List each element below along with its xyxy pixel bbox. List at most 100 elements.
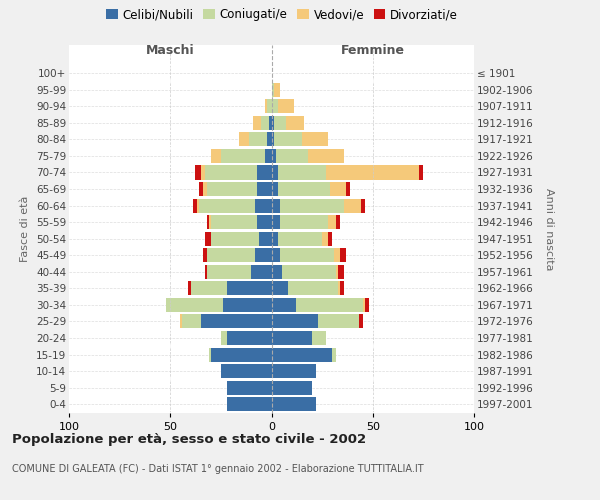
- Bar: [249, 132, 268, 146]
- Bar: [211, 348, 271, 362]
- Bar: [361, 198, 365, 212]
- Bar: [206, 215, 209, 229]
- Bar: [209, 348, 211, 362]
- Bar: [211, 215, 257, 229]
- Bar: [278, 182, 330, 196]
- Bar: [256, 248, 271, 262]
- Bar: [182, 314, 200, 328]
- Bar: [251, 265, 271, 279]
- Bar: [265, 99, 268, 114]
- Bar: [193, 198, 197, 212]
- Bar: [271, 232, 278, 245]
- Bar: [256, 198, 271, 212]
- Bar: [271, 364, 316, 378]
- Bar: [223, 298, 271, 312]
- Bar: [268, 99, 271, 114]
- Bar: [271, 348, 332, 362]
- Bar: [253, 116, 262, 130]
- Bar: [194, 166, 200, 179]
- Bar: [257, 166, 271, 179]
- Bar: [166, 298, 223, 312]
- Bar: [271, 397, 316, 411]
- Bar: [274, 82, 280, 96]
- Bar: [203, 182, 206, 196]
- Bar: [288, 282, 338, 296]
- Bar: [262, 116, 269, 130]
- Text: Femmine: Femmine: [341, 44, 405, 58]
- Bar: [274, 116, 286, 130]
- Bar: [296, 298, 362, 312]
- Bar: [205, 232, 211, 245]
- Y-axis label: Anni di nascita: Anni di nascita: [544, 188, 554, 270]
- Bar: [280, 215, 328, 229]
- Bar: [271, 149, 275, 163]
- Bar: [271, 265, 281, 279]
- Bar: [281, 265, 337, 279]
- Bar: [227, 282, 271, 296]
- Bar: [221, 364, 271, 378]
- Legend: Celibi/Nubili, Coniugati/e, Vedovi/e, Divorziati/e: Celibi/Nubili, Coniugati/e, Vedovi/e, Di…: [101, 4, 463, 26]
- Bar: [278, 99, 294, 114]
- Bar: [206, 182, 257, 196]
- Bar: [271, 99, 278, 114]
- Bar: [227, 380, 271, 394]
- Bar: [200, 166, 205, 179]
- Bar: [278, 166, 326, 179]
- Bar: [280, 248, 334, 262]
- Bar: [338, 265, 344, 279]
- Bar: [271, 282, 288, 296]
- Bar: [346, 182, 350, 196]
- Text: Popolazione per età, sesso e stato civile - 2002: Popolazione per età, sesso e stato civil…: [12, 432, 366, 446]
- Bar: [206, 248, 256, 262]
- Bar: [271, 166, 278, 179]
- Bar: [206, 265, 251, 279]
- Bar: [227, 331, 271, 345]
- Bar: [340, 248, 346, 262]
- Bar: [271, 331, 312, 345]
- Bar: [365, 298, 368, 312]
- Y-axis label: Fasce di età: Fasce di età: [20, 196, 31, 262]
- Bar: [211, 232, 259, 245]
- Bar: [271, 380, 312, 394]
- Bar: [227, 397, 271, 411]
- Bar: [271, 248, 280, 262]
- Bar: [340, 282, 344, 296]
- Bar: [269, 116, 271, 130]
- Bar: [326, 166, 419, 179]
- Text: Maschi: Maschi: [146, 44, 194, 58]
- Bar: [332, 348, 337, 362]
- Bar: [328, 215, 337, 229]
- Bar: [205, 166, 257, 179]
- Bar: [239, 132, 249, 146]
- Bar: [302, 132, 328, 146]
- Bar: [265, 149, 271, 163]
- Bar: [205, 265, 206, 279]
- Bar: [275, 149, 308, 163]
- Bar: [181, 314, 182, 328]
- Bar: [200, 314, 271, 328]
- Bar: [274, 132, 302, 146]
- Bar: [257, 215, 271, 229]
- Bar: [271, 82, 274, 96]
- Bar: [271, 116, 274, 130]
- Text: COMUNE DI GALEATA (FC) - Dati ISTAT 1° gennaio 2002 - Elaborazione TUTTITALIA.IT: COMUNE DI GALEATA (FC) - Dati ISTAT 1° g…: [12, 464, 424, 474]
- Bar: [359, 314, 362, 328]
- Bar: [221, 149, 265, 163]
- Bar: [337, 215, 340, 229]
- Bar: [257, 182, 271, 196]
- Bar: [330, 182, 346, 196]
- Bar: [199, 198, 256, 212]
- Bar: [286, 116, 304, 130]
- Bar: [203, 248, 206, 262]
- Bar: [322, 232, 328, 245]
- Bar: [188, 282, 191, 296]
- Bar: [271, 132, 274, 146]
- Bar: [312, 331, 326, 345]
- Bar: [328, 232, 332, 245]
- Bar: [278, 232, 322, 245]
- Bar: [271, 314, 318, 328]
- Bar: [271, 215, 280, 229]
- Bar: [318, 314, 359, 328]
- Bar: [271, 182, 278, 196]
- Bar: [280, 198, 344, 212]
